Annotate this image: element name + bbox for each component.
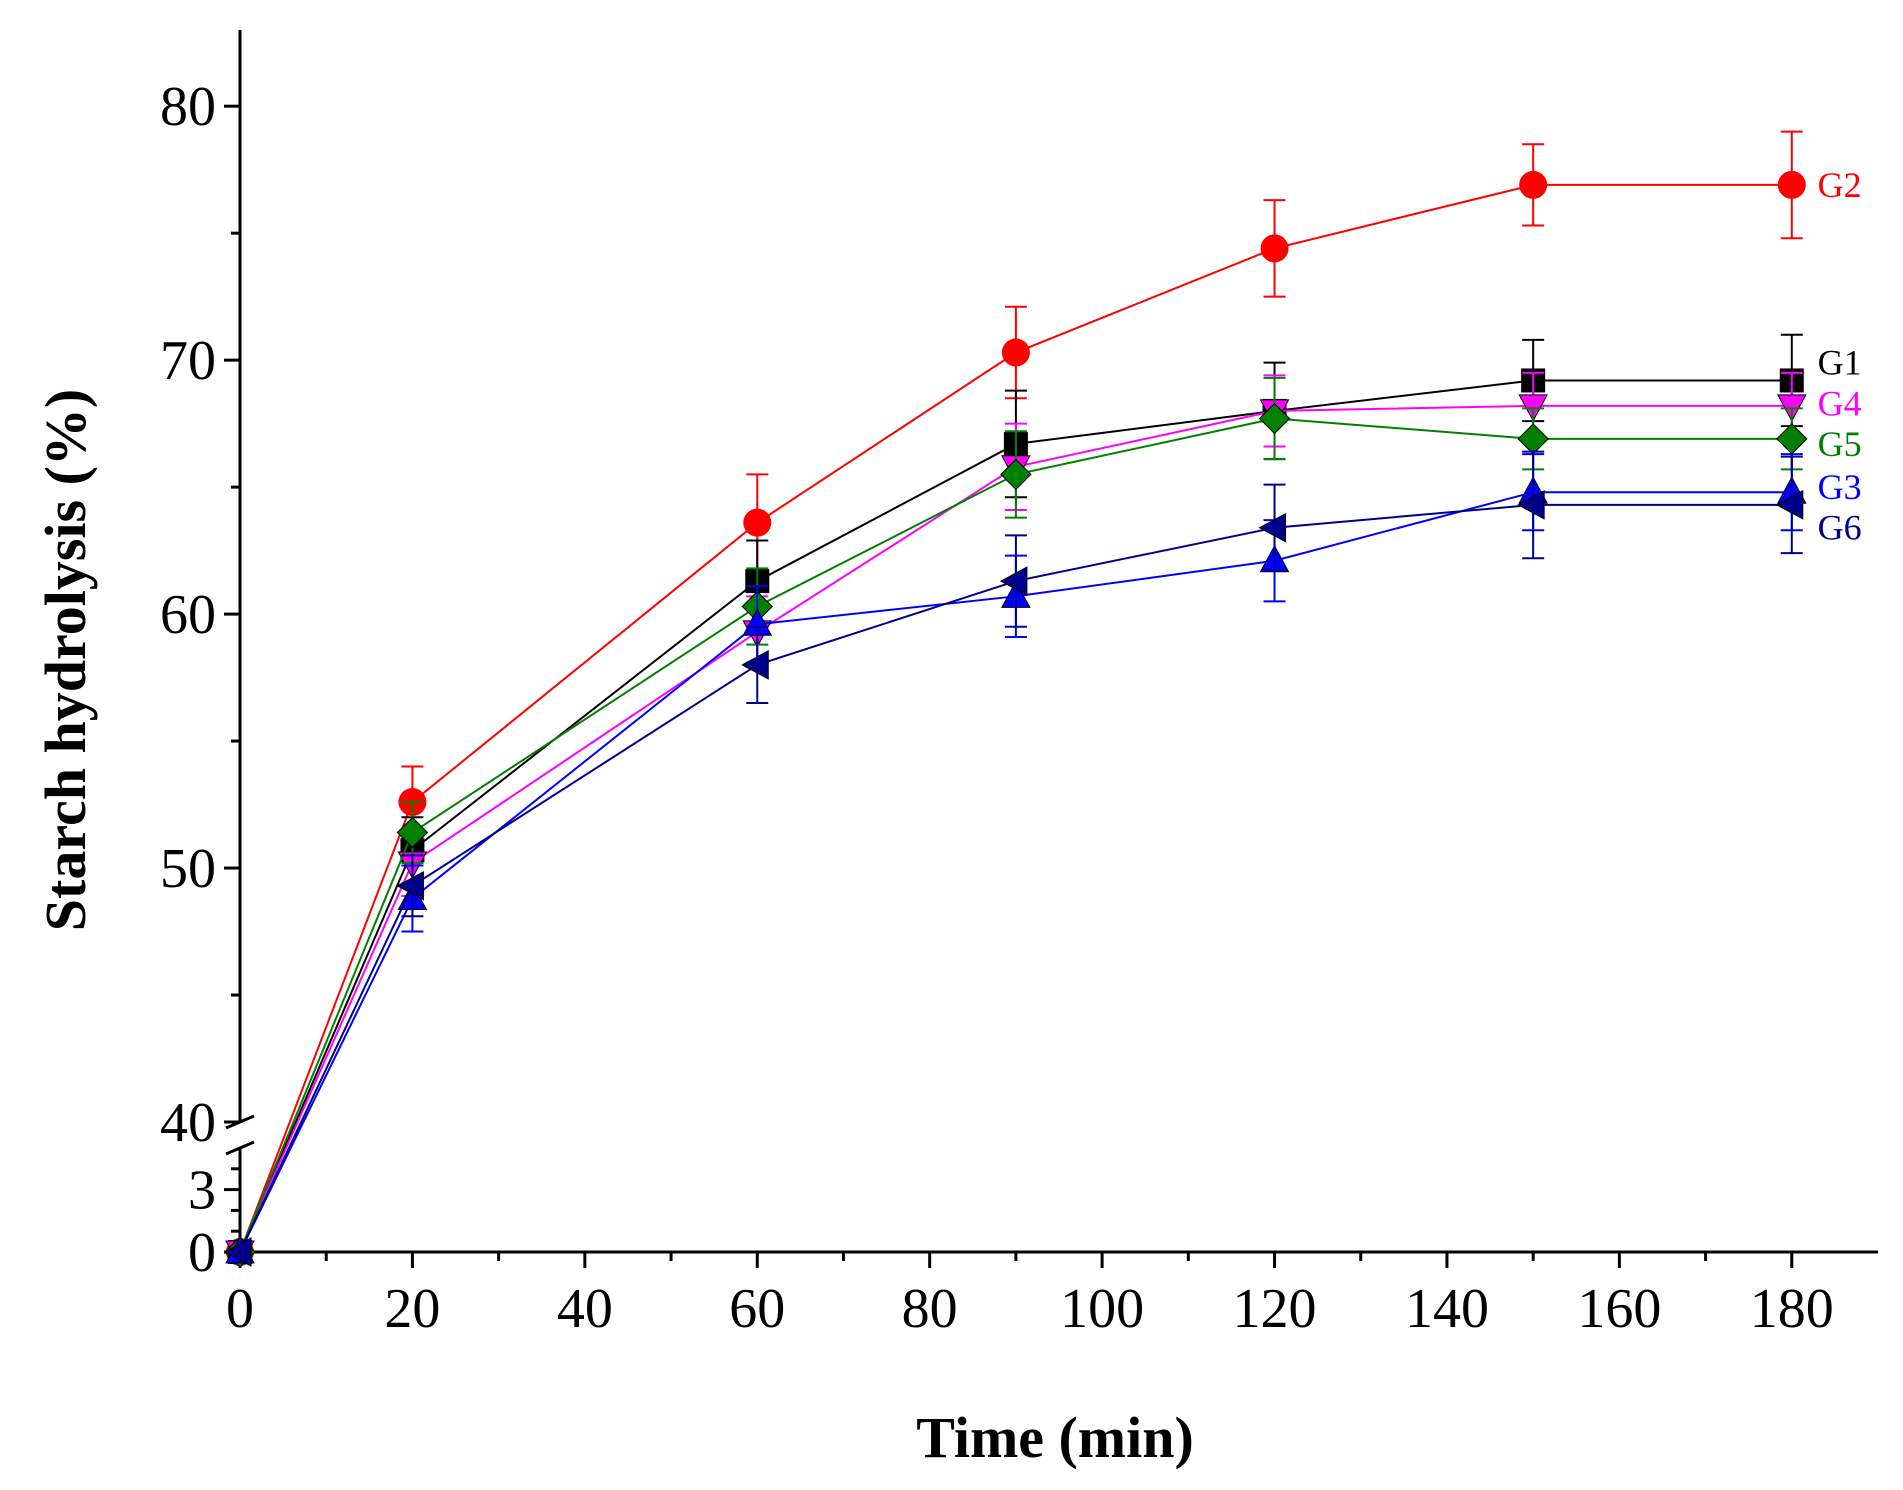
series-label-g6: G6 [1818,508,1862,548]
data-point [396,816,429,849]
y-tick-label: 0 [188,1222,216,1284]
x-axis-title: Time (min) [916,1405,1194,1470]
data-point [1775,490,1804,520]
x-tick-label: 120 [1233,1278,1317,1340]
data-point [396,870,424,901]
y-axis-title: Starch hydrolysis (%) [33,389,98,931]
x-tick-label: 0 [226,1278,254,1340]
series-label-g5: G5 [1818,424,1862,464]
x-tick-label: 140 [1405,1278,1489,1340]
series-line [239,404,1792,1253]
y-axis-break-mark-bottom [225,1140,255,1156]
data-point [1260,234,1289,263]
x-tick-label: 80 [902,1278,958,1340]
data-point [1258,512,1287,543]
y-tick-label: 50 [160,838,216,900]
x-tick-label: 60 [729,1278,785,1340]
series-g6 [223,450,1804,1267]
x-tick-label: 180 [1750,1278,1834,1340]
x-tick-label: 160 [1577,1278,1661,1340]
data-point [1777,170,1806,199]
data-point [1001,338,1030,367]
series-label-g3: G3 [1818,467,1862,507]
data-point [1258,402,1291,435]
y-tick-label: 80 [160,76,216,138]
data-point [1519,170,1548,199]
x-tick-label: 20 [384,1278,440,1340]
series-g2 [226,130,1806,1266]
x-tick-label: 40 [557,1278,613,1340]
data-point [1776,423,1808,455]
y-tick-label: 60 [160,584,216,646]
data-point [1517,423,1549,455]
series-label-g1: G1 [1818,343,1862,383]
x-tick-label: 100 [1060,1278,1144,1340]
series-label-g4: G4 [1818,383,1862,423]
y-tick-label: 70 [160,330,216,392]
series-g5 [224,376,1808,1268]
data-point [999,566,1028,596]
data-point [1517,490,1545,520]
data-point [223,1237,252,1267]
data-point [1000,458,1032,491]
data-point [743,508,772,537]
series-label-g2: G2 [1818,165,1862,205]
y-tick-label: 3 [188,1160,216,1222]
y-tick-label: 40 [160,1092,216,1154]
data-point [741,650,769,680]
